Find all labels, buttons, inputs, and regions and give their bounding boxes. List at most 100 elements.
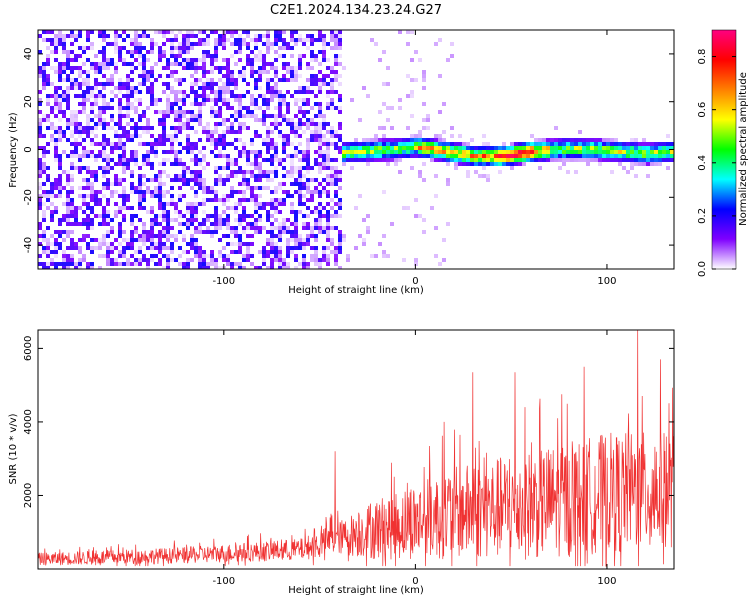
- heatmap-cell: [106, 166, 110, 170]
- heatmap-cell: [394, 154, 398, 158]
- heatmap-cell: [230, 194, 234, 198]
- heatmap-cell: [42, 250, 46, 254]
- heatmap-cell: [318, 106, 322, 110]
- heatmap-cell: [58, 242, 62, 246]
- heatmap-cell: [510, 158, 514, 162]
- heatmap-cell: [214, 194, 218, 198]
- heatmap-cell: [194, 202, 198, 206]
- heatmap-cell: [78, 238, 82, 242]
- heatmap-cell: [66, 66, 70, 70]
- heatmap-cell: [214, 94, 218, 98]
- heatmap-cell: [130, 106, 134, 110]
- heatmap-cell: [226, 30, 230, 34]
- heatmap-cell: [246, 254, 250, 258]
- heatmap-cell: [250, 102, 254, 106]
- heatmap-cell: [422, 126, 426, 130]
- heatmap-cell: [262, 170, 266, 174]
- heatmap-cell: [438, 110, 442, 114]
- heatmap-cell: [210, 250, 214, 254]
- heatmap-cell: [138, 186, 142, 190]
- heatmap-cell: [138, 246, 142, 250]
- heatmap-cell: [182, 94, 186, 98]
- heatmap-cell: [470, 162, 474, 166]
- heatmap-cell: [574, 146, 578, 150]
- heatmap-cell: [138, 258, 142, 262]
- heatmap-cell: [246, 110, 250, 114]
- heatmap-cell: [314, 178, 318, 182]
- heatmap-cell: [94, 154, 98, 158]
- heatmap-cell: [214, 126, 218, 130]
- heatmap-cell: [206, 78, 210, 82]
- heatmap-cell: [62, 266, 66, 269]
- heatmap-cell: [194, 254, 198, 258]
- heatmap-cell: [622, 150, 626, 154]
- heatmap-cell: [178, 130, 182, 134]
- heatmap-cell: [90, 86, 94, 90]
- heatmap-cell: [318, 78, 322, 82]
- heatmap-cell: [358, 194, 362, 198]
- heatmap-cell: [294, 42, 298, 46]
- heatmap-cell: [530, 150, 534, 154]
- heatmap-cell: [70, 254, 74, 258]
- heatmap-cell: [162, 90, 166, 94]
- heatmap-cell: [386, 254, 390, 258]
- heatmap-cell: [314, 150, 318, 154]
- heatmap-cell: [278, 130, 282, 134]
- heatmap-cell: [246, 158, 250, 162]
- heatmap-cell: [406, 30, 410, 34]
- heatmap-cell: [62, 90, 66, 94]
- heatmap-cell: [650, 162, 654, 166]
- heatmap-cell: [130, 94, 134, 98]
- heatmap-cell: [202, 186, 206, 190]
- heatmap-cell: [78, 206, 82, 210]
- snr-frame: [37, 329, 675, 570]
- heatmap-cell: [170, 46, 174, 50]
- heatmap-cell: [482, 134, 486, 138]
- heatmap-cell: [650, 150, 654, 154]
- heatmap-cell: [170, 202, 174, 206]
- heatmap-cell: [270, 230, 274, 234]
- heatmap-cell: [282, 166, 286, 170]
- heatmap-cell: [310, 50, 314, 54]
- heatmap-cell: [118, 138, 122, 142]
- heatmap-cell: [582, 150, 586, 154]
- heatmap-cell: [58, 262, 62, 266]
- heatmap-cell: [134, 98, 138, 102]
- heatmap-cell: [274, 86, 278, 90]
- heatmap-cell: [286, 46, 290, 50]
- heatmap-cell: [626, 142, 630, 146]
- heatmap-cell: [338, 246, 342, 250]
- heatmap-cell: [222, 134, 226, 138]
- heatmap-cell: [246, 62, 250, 66]
- heatmap-cell: [166, 62, 170, 66]
- heatmap-cell: [414, 154, 418, 158]
- heatmap-cell: [306, 34, 310, 38]
- heatmap-cell: [410, 134, 414, 138]
- heatmap-cell: [306, 62, 310, 66]
- heatmap-cell: [254, 102, 258, 106]
- heatmap-cell: [202, 74, 206, 78]
- heatmap-cell: [406, 42, 410, 46]
- heatmap-cell: [294, 98, 298, 102]
- heatmap-cell: [410, 150, 414, 154]
- heatmap-cell: [310, 90, 314, 94]
- heatmap-cell: [258, 186, 262, 190]
- heatmap-cell: [162, 202, 166, 206]
- heatmap-cell: [486, 158, 490, 162]
- heatmap-cell: [610, 154, 614, 158]
- heatmap-cell: [382, 234, 386, 238]
- heatmap-cell: [82, 102, 86, 106]
- heatmap-cell: [378, 242, 382, 246]
- heatmap-cell: [178, 54, 182, 58]
- heatmap-cell: [218, 174, 222, 178]
- heatmap-cell: [202, 210, 206, 214]
- heatmap-cell: [314, 218, 318, 222]
- heatmap-cell: [266, 78, 270, 82]
- heatmap-cell: [350, 98, 354, 102]
- heatmap-cell: [82, 210, 86, 214]
- heatmap-cell: [318, 34, 322, 38]
- heatmap-cell: [82, 202, 86, 206]
- heatmap-cell: [154, 98, 158, 102]
- heatmap-cell: [262, 94, 266, 98]
- heatmap-cell: [478, 162, 482, 166]
